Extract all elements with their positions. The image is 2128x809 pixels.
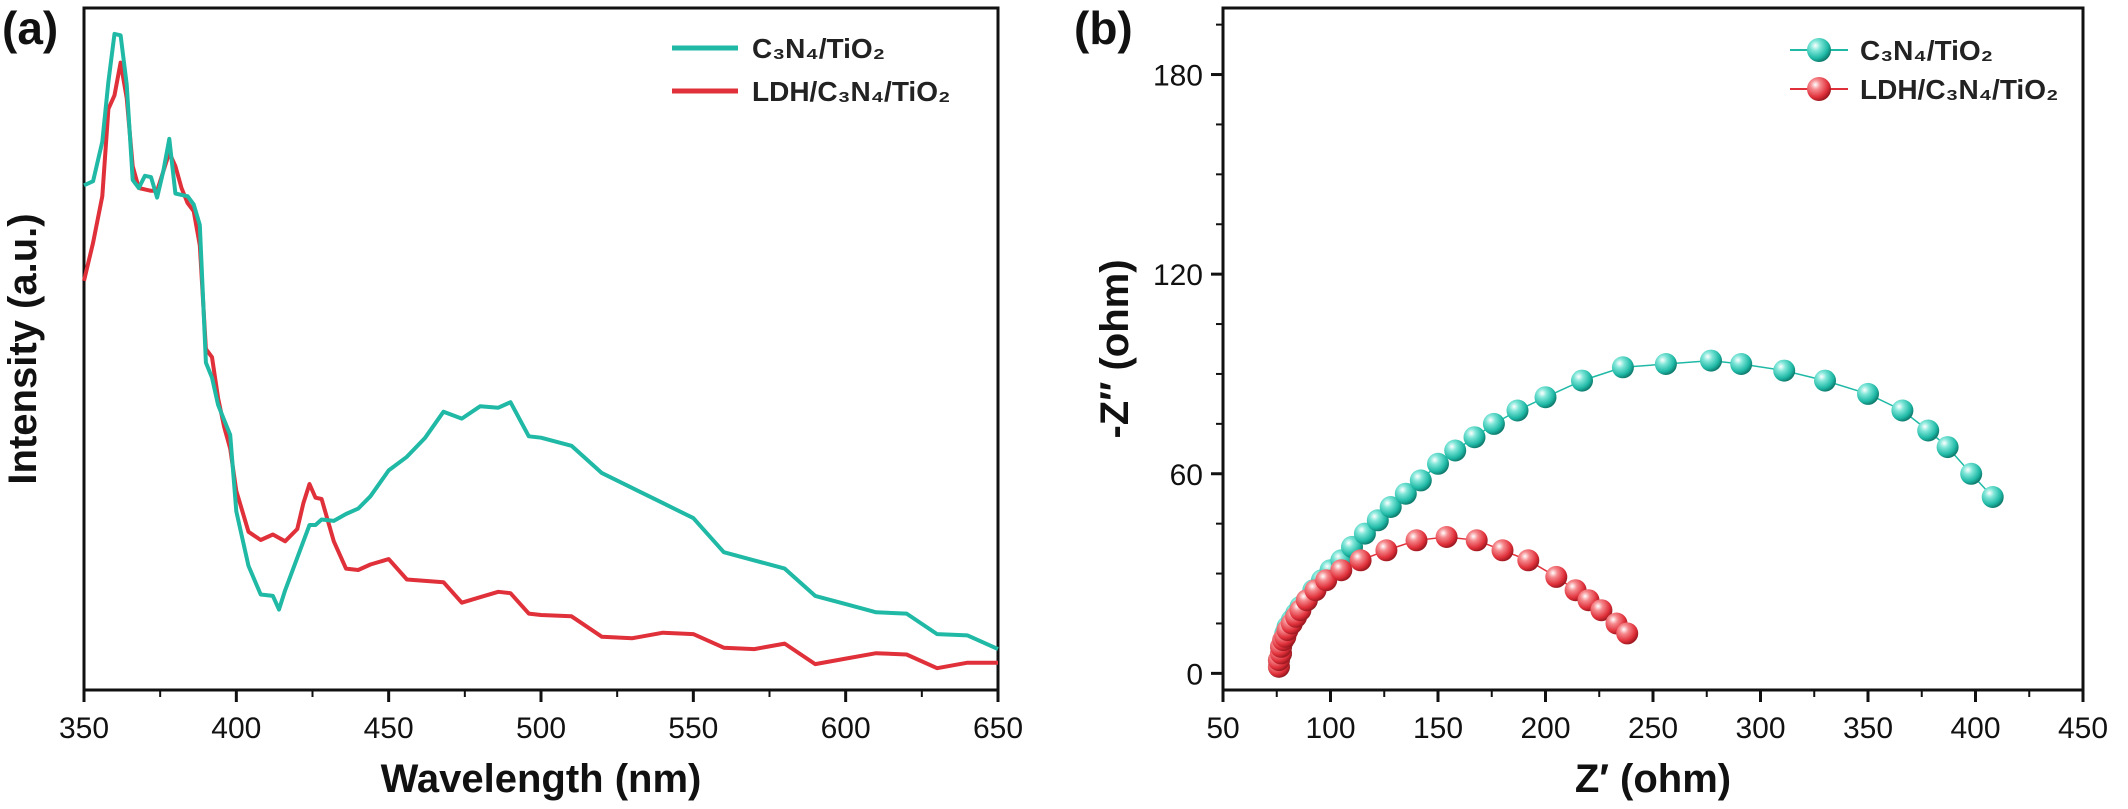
x-tick-label: 500 xyxy=(516,712,566,745)
data-point xyxy=(1960,462,1983,485)
y-tick-label: 0 xyxy=(1186,658,1203,691)
legend-b-teal-label: C₃N₄/TiO₂ xyxy=(1860,35,1993,66)
y-tick-label: 60 xyxy=(1170,459,1203,492)
data-point xyxy=(1463,426,1486,449)
panel-a-series xyxy=(82,31,999,671)
panel-b: (b) 50 100 150 200 250 300 350 400 450060120180 … xyxy=(1074,2,2108,801)
data-point xyxy=(1379,496,1402,518)
legend-b-teal-marker xyxy=(1807,38,1831,62)
data-point xyxy=(1375,539,1398,562)
data-point xyxy=(1590,599,1613,622)
data-point xyxy=(1427,452,1449,475)
panel-b-label: (b) xyxy=(1074,2,1133,54)
x-tick-label: 400 xyxy=(1950,712,2000,745)
data-point xyxy=(1465,529,1488,552)
x-tick-label: 550 xyxy=(668,712,718,745)
data-point xyxy=(1409,469,1432,492)
panel-a-legend: C₃N₄/TiO₂ LDH/C₃N₄/TiO₂ xyxy=(672,33,950,107)
x-tick-label: 450 xyxy=(364,712,414,745)
data-point xyxy=(1435,526,1458,548)
data-point xyxy=(1616,622,1639,645)
data-point xyxy=(1857,382,1879,405)
legend-a-teal-label: C₃N₄/TiO₂ xyxy=(752,33,885,64)
data-point xyxy=(1981,486,2004,508)
panel-a-x-ticks: 350 400 450 500 550 600 650 xyxy=(59,690,1023,745)
panel-b-ticks: 50 100 150 200 250 300 350 400 450 0 60 120 180 xyxy=(1153,23,2108,745)
data-point xyxy=(1534,386,1557,409)
y-tick-label: 120 xyxy=(1153,259,1203,292)
x-tick-label: 350 xyxy=(1843,712,1893,745)
data-point xyxy=(1654,353,1677,375)
data-point xyxy=(1700,349,1722,372)
panel-a-label: (a) xyxy=(2,2,58,54)
legend-b-red-marker xyxy=(1807,77,1831,101)
x-tick-label: 450 xyxy=(2058,712,2108,745)
x-tick-label: 150 xyxy=(1413,712,1463,745)
data-point xyxy=(1814,369,1836,392)
series-line xyxy=(83,31,999,651)
panel-b-x-axis-title: Z′ (ohm) xyxy=(1575,757,1731,801)
data-point xyxy=(1571,369,1593,392)
x-tick-label: 100 xyxy=(1305,712,1355,745)
panel-a-x-axis-title: Wavelength (nm) xyxy=(381,757,702,801)
panel-b-frame xyxy=(1221,6,2085,692)
x-tick-label: 400 xyxy=(211,712,261,745)
data-point xyxy=(1394,482,1417,505)
y-tick-label: 180 xyxy=(1153,60,1203,93)
data-point xyxy=(1517,549,1540,572)
x-tick-label: 50 xyxy=(1206,712,1239,745)
panel-a-frame xyxy=(82,6,1000,692)
data-point xyxy=(1405,529,1428,552)
data-point xyxy=(1730,353,1753,375)
data-point xyxy=(1936,436,1959,459)
x-tick-label: 250 xyxy=(1628,712,1678,745)
x-tick-label: 600 xyxy=(821,712,871,745)
legend-a-red-label: LDH/C₃N₄/TiO₂ xyxy=(752,76,950,107)
data-point xyxy=(1773,359,1796,382)
data-point xyxy=(1611,356,1634,379)
panel-b-y-axis-title: -Z″ (ohm) xyxy=(1093,259,1137,438)
x-tick-label: 300 xyxy=(1735,712,1785,745)
data-point xyxy=(1545,565,1568,588)
panel-b-series xyxy=(1267,349,2004,678)
panel-a-y-axis-title: Intensity (a.u.) xyxy=(1,213,45,484)
data-point xyxy=(1330,559,1353,582)
panel-b-legend: C₃N₄/TiO₂ LDH/C₃N₄/TiO₂ xyxy=(1790,35,2058,105)
panel-a: (a) 350 400 450 500 550 600 650 Wavelength (nm… xyxy=(1,2,1023,801)
data-point xyxy=(1917,419,1940,442)
data-point xyxy=(1482,412,1505,435)
data-point xyxy=(1491,539,1514,562)
legend-b-red-label: LDH/C₃N₄/TiO₂ xyxy=(1860,74,2058,105)
data-point xyxy=(1891,399,1914,422)
x-tick-label: 200 xyxy=(1520,712,1570,745)
x-tick-label: 350 xyxy=(59,712,109,745)
data-point xyxy=(1349,549,1372,572)
series-line xyxy=(82,60,998,671)
data-point xyxy=(1444,439,1467,462)
data-point xyxy=(1506,399,1529,422)
x-tick-label: 650 xyxy=(973,712,1023,745)
